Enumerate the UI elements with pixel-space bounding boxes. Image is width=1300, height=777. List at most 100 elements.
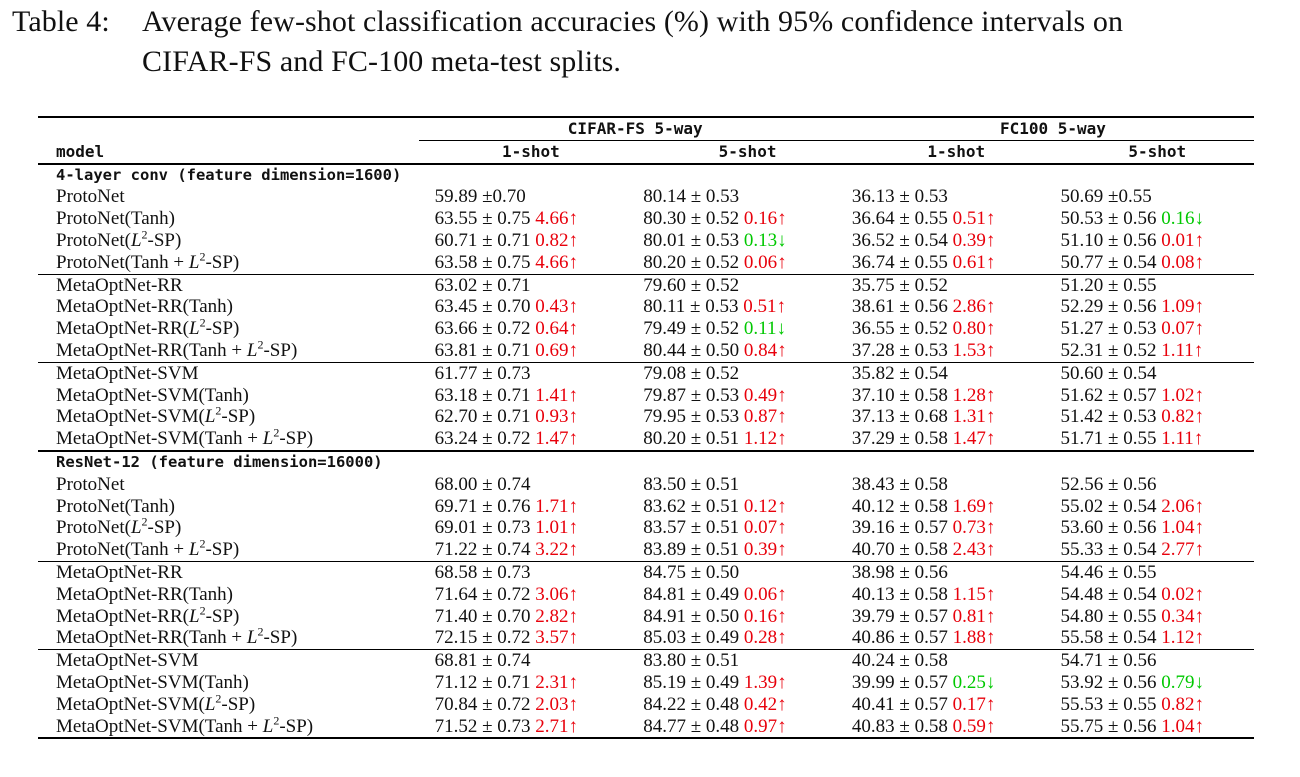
result-cell: 80.11 ± 0.53 0.51↑: [643, 296, 852, 318]
accuracy-value: 84.75 ± 0.50: [643, 561, 740, 583]
delta-down: 0.79↓: [1161, 671, 1204, 693]
table-row: MetaOptNet-SVM 61.77 ± 0.73 79.08 ± 0.52 35…: [38, 361, 1254, 385]
result-cell: 80.20 ± 0.52 0.06↑: [643, 252, 852, 274]
accuracy-value: 50.69 ±0.55: [1060, 186, 1152, 208]
accuracy-value: 68.81 ± 0.74: [434, 650, 531, 672]
header-sub-4: 5-shot: [1060, 139, 1254, 164]
delta-up: 0.34↑: [1161, 605, 1204, 627]
result-cell: 54.46 ± 0.55: [1060, 560, 1254, 584]
result-cell: 60.71 ± 0.71 0.82↑: [419, 230, 644, 252]
delta-up: 3.06↑: [535, 583, 579, 605]
delta-up: 0.17↑: [952, 693, 996, 715]
accuracy-value: 80.14 ± 0.53: [643, 186, 740, 208]
delta-up: 0.08↑: [1161, 251, 1204, 273]
section-header-row: 4-layer conv (feature dimension=1600): [38, 162, 1254, 187]
accuracy-value: 54.71 ± 0.56: [1060, 650, 1157, 672]
accuracy-value: 38.98 ± 0.56: [851, 561, 948, 583]
delta-up: 1.01↑: [535, 517, 579, 539]
delta-up: 2.43↑: [952, 539, 996, 561]
delta-up: 0.64↑: [535, 318, 579, 340]
model-name: MetaOptNet-RR: [38, 560, 419, 584]
accuracy-value: 63.58 ± 0.75: [434, 251, 531, 273]
delta-up: 1.69↑: [952, 495, 996, 517]
result-cell: 40.12 ± 0.58 1.69↑: [852, 496, 1061, 518]
accuracy-value: 51.42 ± 0.53: [1060, 406, 1157, 428]
result-cell: 35.75 ± 0.52: [851, 273, 1061, 297]
result-cell: 84.75 ± 0.50: [643, 560, 852, 584]
table-row: MetaOptNet-RR(Tanh) 63.45 ± 0.70 0.43↑ 80.…: [38, 296, 1254, 318]
accuracy-value: 51.62 ± 0.57: [1060, 384, 1157, 406]
delta-up: 2.06↑: [1161, 495, 1204, 517]
header-sub-3: 1-shot: [851, 139, 1061, 164]
delta-up: 3.22↑: [535, 539, 579, 561]
delta-up: 0.82↑: [535, 229, 579, 251]
accuracy-value: 36.55 ± 0.52: [851, 318, 948, 340]
accuracy-value: 37.28 ± 0.53: [851, 339, 948, 361]
result-cell: 80.20 ± 0.51 1.12↑: [643, 428, 852, 451]
accuracy-value: 37.29 ± 0.58: [851, 428, 948, 450]
header-sub-row: model 1-shot 5-shot 1-shot 5-shot: [38, 139, 1254, 164]
table-row: ProtoNet(Tanh) 69.71 ± 0.76 1.71↑ 83.62 ± …: [38, 496, 1254, 518]
result-cell: 80.14 ± 0.53: [643, 186, 852, 208]
result-cell: 79.95 ± 0.53 0.87↑: [643, 406, 852, 428]
header-fc100: FC100 5-way: [999, 119, 1106, 138]
accuracy-value: 62.70 ± 0.71: [434, 406, 531, 428]
delta-up: 0.61↑: [952, 251, 996, 273]
result-cell: 39.99 ± 0.57 0.25↓: [852, 672, 1061, 694]
result-cell: 53.92 ± 0.56 0.79↓: [1061, 672, 1254, 694]
model-name: MetaOptNet-RR(Tanh): [56, 583, 234, 605]
accuracy-value: 63.81 ± 0.71: [434, 339, 531, 361]
result-cell: 71.40 ± 0.70 2.82↑: [419, 606, 644, 628]
model-name: MetaOptNet-SVM(Tanh + L2-SP): [56, 713, 314, 737]
accuracy-value: 40.83 ± 0.58: [851, 715, 948, 737]
result-cell: 55.02 ± 0.54 2.06↑: [1061, 496, 1254, 518]
header-group-row: CIFAR-FS 5-way FC100 5-way: [38, 117, 1254, 140]
result-cell: 39.16 ± 0.57 0.73↑: [852, 517, 1061, 539]
model-name: MetaOptNet-SVM: [38, 361, 419, 385]
delta-up: 1.88↑: [952, 627, 996, 649]
accuracy-value: 79.60 ± 0.52: [643, 274, 740, 296]
result-cell: 72.15 ± 0.72 3.57↑: [419, 627, 644, 649]
accuracy-value: 71.22 ± 0.74: [434, 539, 531, 561]
result-cell: 63.02 ± 0.71: [418, 273, 644, 297]
accuracy-value: 63.45 ± 0.70: [434, 296, 531, 318]
result-cell: 36.74 ± 0.55 0.61↑: [852, 252, 1061, 274]
delta-up: 0.43↑: [535, 296, 579, 318]
result-cell: 63.45 ± 0.70 0.43↑: [419, 296, 644, 318]
accuracy-value: 83.89 ± 0.51: [643, 539, 740, 561]
accuracy-value: 68.58 ± 0.73: [434, 561, 531, 583]
delta-up: 1.11↑: [1161, 428, 1204, 450]
result-cell: 83.57 ± 0.51 0.07↑: [643, 517, 852, 539]
delta-up: 1.15↑: [952, 583, 996, 605]
model-name: MetaOptNet-RR(Tanh): [56, 296, 234, 318]
result-cell: 36.55 ± 0.52 0.80↑: [852, 318, 1061, 340]
model-name: MetaOptNet-RR(L2-SP): [56, 315, 240, 340]
result-cell: 85.19 ± 0.49 1.39↑: [643, 672, 852, 694]
accuracy-value: 52.56 ± 0.56: [1060, 473, 1157, 495]
table-row: MetaOptNet-RR(Tanh + L2-SP) 63.81 ± 0.71 …: [38, 337, 1254, 362]
model-name: ProtoNet(Tanh): [56, 208, 175, 230]
delta-up: 2.03↑: [535, 693, 579, 715]
accuracy-value: 85.19 ± 0.49: [643, 671, 740, 693]
result-cell: 69.71 ± 0.76 1.71↑: [419, 496, 644, 518]
table-row: ProtoNet(L2-SP) 69.01 ± 0.73 1.01↑ 83.57 ±…: [38, 516, 1254, 539]
result-cell: 51.27 ± 0.53 0.07↑: [1061, 318, 1254, 340]
result-cell: 51.42 ± 0.53 0.82↑: [1061, 406, 1254, 428]
accuracy-value: 50.53 ± 0.56: [1060, 208, 1157, 230]
delta-up: 2.77↑: [1161, 539, 1204, 561]
model-name: MetaOptNet-SVM(Tanh): [56, 384, 249, 406]
table-row: ProtoNet 59.89 ±0.70 80.14 ± 0.53 36.13 ± 0…: [38, 186, 1254, 208]
delta-down: 0.11↓: [743, 318, 786, 340]
delta-up: 1.04↑: [1161, 715, 1204, 737]
accuracy-value: 70.84 ± 0.72: [434, 693, 531, 715]
result-cell: 63.18 ± 0.71 1.41↑: [419, 385, 644, 407]
delta-up: 4.66↑: [535, 208, 579, 230]
caption-label: Table 4:: [12, 5, 110, 38]
result-cell: 40.86 ± 0.57 1.88↑: [852, 627, 1061, 649]
accuracy-value: 80.44 ± 0.50: [643, 339, 740, 361]
model-name: MetaOptNet-RR(Tanh + L2-SP): [56, 625, 298, 649]
delta-up: 0.16↑: [743, 208, 787, 230]
accuracy-value: 80.20 ± 0.52: [643, 251, 740, 273]
result-cell: 63.24 ± 0.72 1.47↑: [419, 428, 644, 451]
model-name: MetaOptNet-RR(Tanh + L2-SP): [56, 337, 298, 361]
